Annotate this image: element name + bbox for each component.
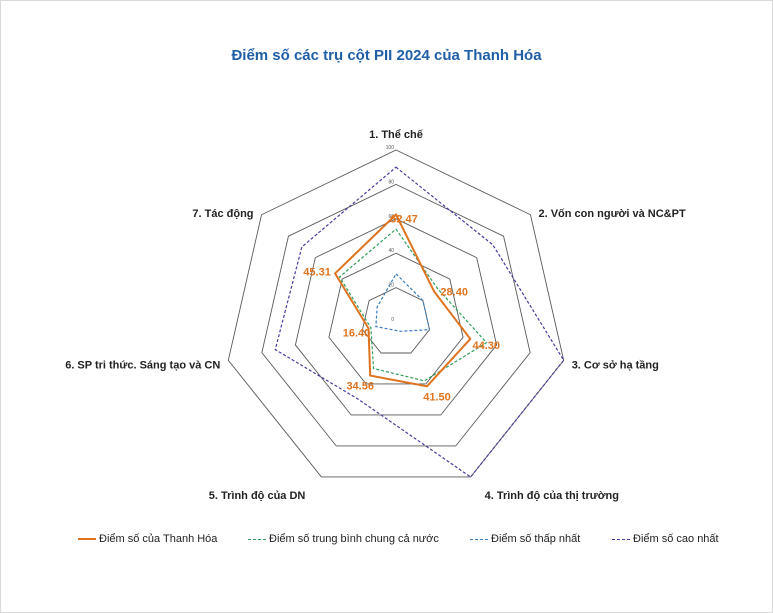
axis-label-2: 2. Vốn con người và NC&PT: [538, 208, 685, 220]
series-2-line: [375, 272, 431, 332]
chart-title: Điểm số các trụ cột PII 2024 của Thanh H…: [231, 47, 542, 64]
legend-label: Điểm số trung bình chung cả nước: [269, 533, 439, 545]
tick-label-60: 60: [388, 214, 394, 220]
legend-swatch: [612, 538, 630, 540]
legend-item-2: Điểm số thấp nhất: [470, 533, 580, 545]
series-3-line: [274, 166, 565, 478]
value-label-1: 62.47: [390, 214, 418, 226]
axis-label-6: 6. SP tri thức. Sáng tạo và CN: [65, 359, 220, 371]
value-label-6: 16.40: [343, 327, 371, 339]
grid-ring-20: [361, 287, 431, 354]
axis-label-4: 4. Trình độ của thị trường: [485, 490, 619, 502]
grid-ring-100: [227, 149, 565, 478]
grid-ring-60: [294, 218, 498, 416]
value-label-4: 41.50: [423, 391, 451, 403]
value-label-7: 45.31: [303, 266, 331, 278]
legend-item-0: Điểm số của Thanh Hóa: [78, 533, 217, 545]
axis-label-1: 1. Thể chế: [369, 129, 424, 141]
legend-label: Điểm số của Thanh Hóa: [99, 533, 218, 545]
axis-label-7: 7. Tác động: [192, 208, 253, 220]
legend-label: Điểm số thấp nhất: [491, 533, 581, 545]
legend-item-1: Điểm số trung bình chung cả nước: [248, 533, 439, 545]
chart-legend: Điểm số của Thanh Hóa Điểm số trung bình …: [0, 533, 773, 553]
legend-label: Điểm số cao nhất: [633, 533, 719, 545]
legend-item-3: Điểm số cao nhất: [612, 533, 719, 545]
value-label-3: 44.30: [473, 340, 501, 352]
tick-label-20: 20: [388, 283, 394, 289]
value-label-5: 34.56: [346, 381, 374, 393]
legend-swatch: [470, 538, 488, 540]
tick-label-100: 100: [386, 145, 395, 151]
grid-ring-80: [261, 183, 531, 447]
series-1-line: [338, 228, 488, 382]
tick-label-40: 40: [388, 248, 394, 254]
value-label-2: 28.40: [440, 287, 468, 299]
series-0-line: [333, 212, 472, 388]
grid-ring-40: [328, 252, 464, 385]
axis-label-3: 3. Cơ sở hạ tầng: [572, 359, 659, 371]
legend-swatch: [78, 538, 96, 540]
axis-label-5: 5. Trình độ của DN: [209, 490, 306, 502]
tick-label-80: 80: [388, 179, 394, 185]
legend-swatch: [248, 538, 266, 540]
tick-label-0: 0: [391, 317, 394, 323]
